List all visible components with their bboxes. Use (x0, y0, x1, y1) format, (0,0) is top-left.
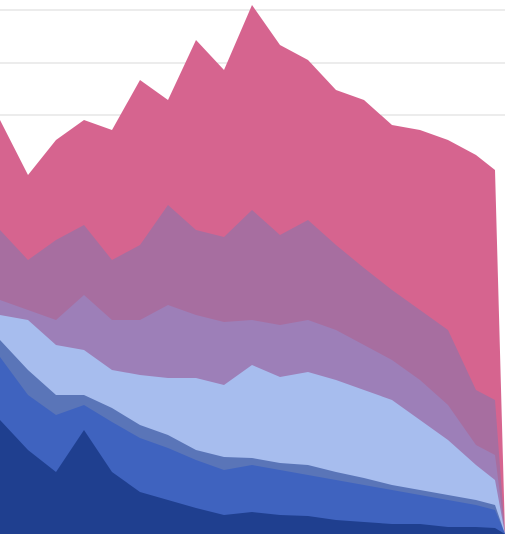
stacked-area-chart (0, 0, 505, 534)
